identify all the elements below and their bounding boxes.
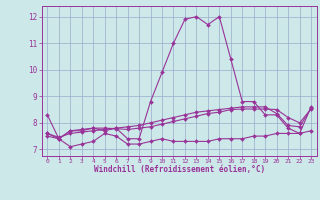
X-axis label: Windchill (Refroidissement éolien,°C): Windchill (Refroidissement éolien,°C) (94, 165, 265, 174)
